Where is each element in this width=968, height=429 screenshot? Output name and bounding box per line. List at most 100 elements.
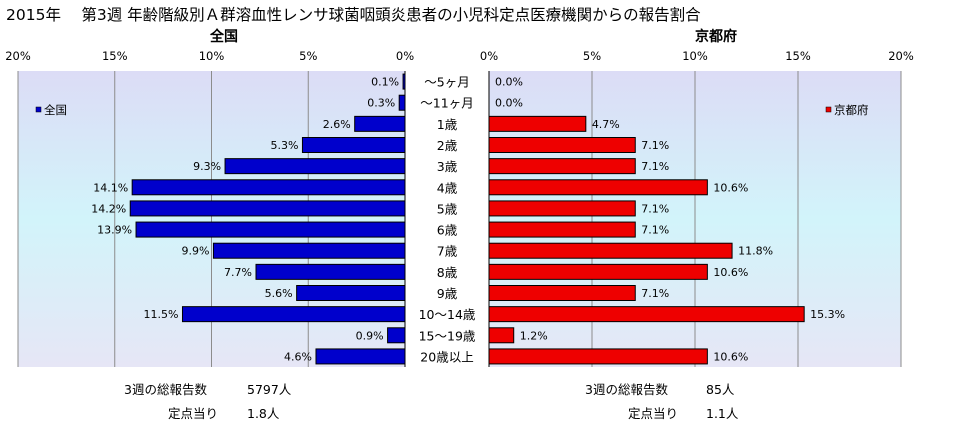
bar-kyoto <box>488 263 708 280</box>
chart-title: 2015年 第3週 年齢階級別Ａ群溶血性レンサ球菌咽頭炎患者の小児科定点医療機関… <box>6 6 701 24</box>
x-tick-label: 20% <box>5 49 31 63</box>
data-label-kyoto: 11.8% <box>738 245 773 258</box>
data-label-kyoto: 7.1% <box>641 287 669 300</box>
data-label-kyoto: 7.1% <box>641 224 669 237</box>
legend-swatch-national <box>35 106 42 113</box>
summary-kyoto-total-value: 85人 <box>706 382 735 397</box>
bar-national <box>212 242 406 259</box>
age-category-label: 15～19歳 <box>419 328 476 343</box>
legend-label-national: 全国 <box>44 103 67 117</box>
age-category-label: 6歳 <box>437 223 458 238</box>
age-category-label: 7歳 <box>437 244 458 259</box>
data-label-national: 2.6% <box>323 118 351 131</box>
bar-kyoto <box>488 137 636 153</box>
x-tick-label: 20% <box>888 49 914 63</box>
data-label-national: 9.3% <box>193 160 221 173</box>
age-category-label: ～11ヶ月 <box>420 96 473 111</box>
bar-national <box>181 306 406 323</box>
data-label-kyoto: 0.0% <box>495 76 523 89</box>
bar-national <box>296 285 406 301</box>
x-ticks-kyoto: 0% 5% 10% 15% 20% <box>480 49 914 63</box>
bar-national <box>301 137 406 153</box>
bar-kyoto <box>488 179 708 196</box>
data-label-national: 0.9% <box>356 329 384 342</box>
legend-swatch-kyoto <box>825 106 832 113</box>
data-label-national: 5.3% <box>270 139 298 152</box>
data-label-national: 7.7% <box>224 266 252 279</box>
x-ticks-national: 0% 5% 10% 15% 20% <box>5 49 414 63</box>
bar-kyoto <box>488 285 636 301</box>
age-category-label: ～5ヶ月 <box>424 75 469 90</box>
data-label-kyoto: 7.1% <box>641 139 669 152</box>
x-tick-label: 15% <box>785 49 811 63</box>
data-label-kyoto: 10.6% <box>713 181 748 194</box>
bar-national <box>255 263 406 280</box>
legend-kyoto: 京都府 <box>825 103 869 117</box>
data-label-kyoto: 10.6% <box>713 266 748 279</box>
data-label-national: 4.6% <box>284 350 312 363</box>
data-label-kyoto: 10.6% <box>713 350 748 363</box>
summary-national-per-site-label: 定点当り <box>168 406 218 421</box>
x-tick-label: 10% <box>682 49 708 63</box>
bar-national <box>131 179 406 196</box>
summary-kyoto: 3週の総報告数 85人 定点当り 1.1人 <box>585 382 739 421</box>
bar-kyoto <box>488 158 636 175</box>
data-label-kyoto: 1.2% <box>520 329 548 342</box>
age-category-label: 9歳 <box>437 286 458 301</box>
age-category-label: 20歳以上 <box>420 349 473 364</box>
bar-national <box>354 115 406 132</box>
age-category-label: 5歳 <box>437 201 458 216</box>
data-label-national: 0.1% <box>371 76 399 89</box>
bar-kyoto <box>488 327 515 344</box>
age-category-label: 10～14歳 <box>419 307 476 322</box>
data-label-kyoto: 15.3% <box>810 308 845 321</box>
bar-national <box>224 158 406 175</box>
summary-national-total-value: 5797人 <box>247 382 292 397</box>
panel-title-national: 全国 <box>209 28 238 45</box>
data-label-kyoto: 7.1% <box>641 202 669 215</box>
age-category-label: 4歳 <box>437 180 458 195</box>
data-label-national: 14.1% <box>93 181 128 194</box>
data-label-kyoto: 0.0% <box>495 97 523 110</box>
bar-national <box>387 327 406 344</box>
summary-national-per-site-value: 1.8人 <box>247 406 280 421</box>
age-category-label: 2歳 <box>437 138 458 153</box>
age-category-label: 8歳 <box>437 265 458 280</box>
x-tick-label: 5% <box>299 49 317 63</box>
bar-national <box>398 94 406 111</box>
summary-national: 3週の総報告数 5797人 定点当り 1.8人 <box>124 382 292 421</box>
bar-national <box>315 348 406 365</box>
panel-title-kyoto: 京都府 <box>695 28 737 45</box>
data-label-national: 11.5% <box>144 308 179 321</box>
data-label-national: 0.3% <box>367 97 395 110</box>
age-category-label: 3歳 <box>437 159 458 174</box>
data-label-national: 9.9% <box>181 245 209 258</box>
summary-national-total-label: 3週の総報告数 <box>124 382 207 397</box>
bar-kyoto <box>488 221 636 238</box>
data-label-kyoto: 4.7% <box>592 118 620 131</box>
age-category-labels: ～5ヶ月 ～11ヶ月 1歳 2歳 3歳 4歳 5歳 6歳 7歳 8歳 9歳 10～14歳 15～19歳 2… <box>419 75 476 365</box>
bar-kyoto <box>488 115 587 132</box>
bar-kyoto <box>488 348 708 365</box>
summary-kyoto-per-site-value: 1.1人 <box>706 406 739 421</box>
x-tick-label: 0% <box>480 49 498 63</box>
age-category-label: 1歳 <box>437 117 458 132</box>
data-label-kyoto: 7.1% <box>641 160 669 173</box>
data-label-national: 14.2% <box>91 202 126 215</box>
bar-national <box>129 200 406 217</box>
x-tick-label: 15% <box>102 49 128 63</box>
bar-kyoto <box>488 242 733 259</box>
legend-label-kyoto: 京都府 <box>834 103 869 117</box>
bar-kyoto <box>488 200 636 217</box>
bar-kyoto <box>488 306 805 323</box>
x-tick-label: 10% <box>199 49 225 63</box>
x-tick-label: 5% <box>583 49 601 63</box>
summary-kyoto-per-site-label: 定点当り <box>628 406 678 421</box>
x-tick-label: 0% <box>396 49 414 63</box>
data-label-national: 13.9% <box>97 224 132 237</box>
data-label-national: 5.6% <box>265 287 293 300</box>
bar-national <box>135 221 406 238</box>
legend-national: 全国 <box>35 103 67 117</box>
